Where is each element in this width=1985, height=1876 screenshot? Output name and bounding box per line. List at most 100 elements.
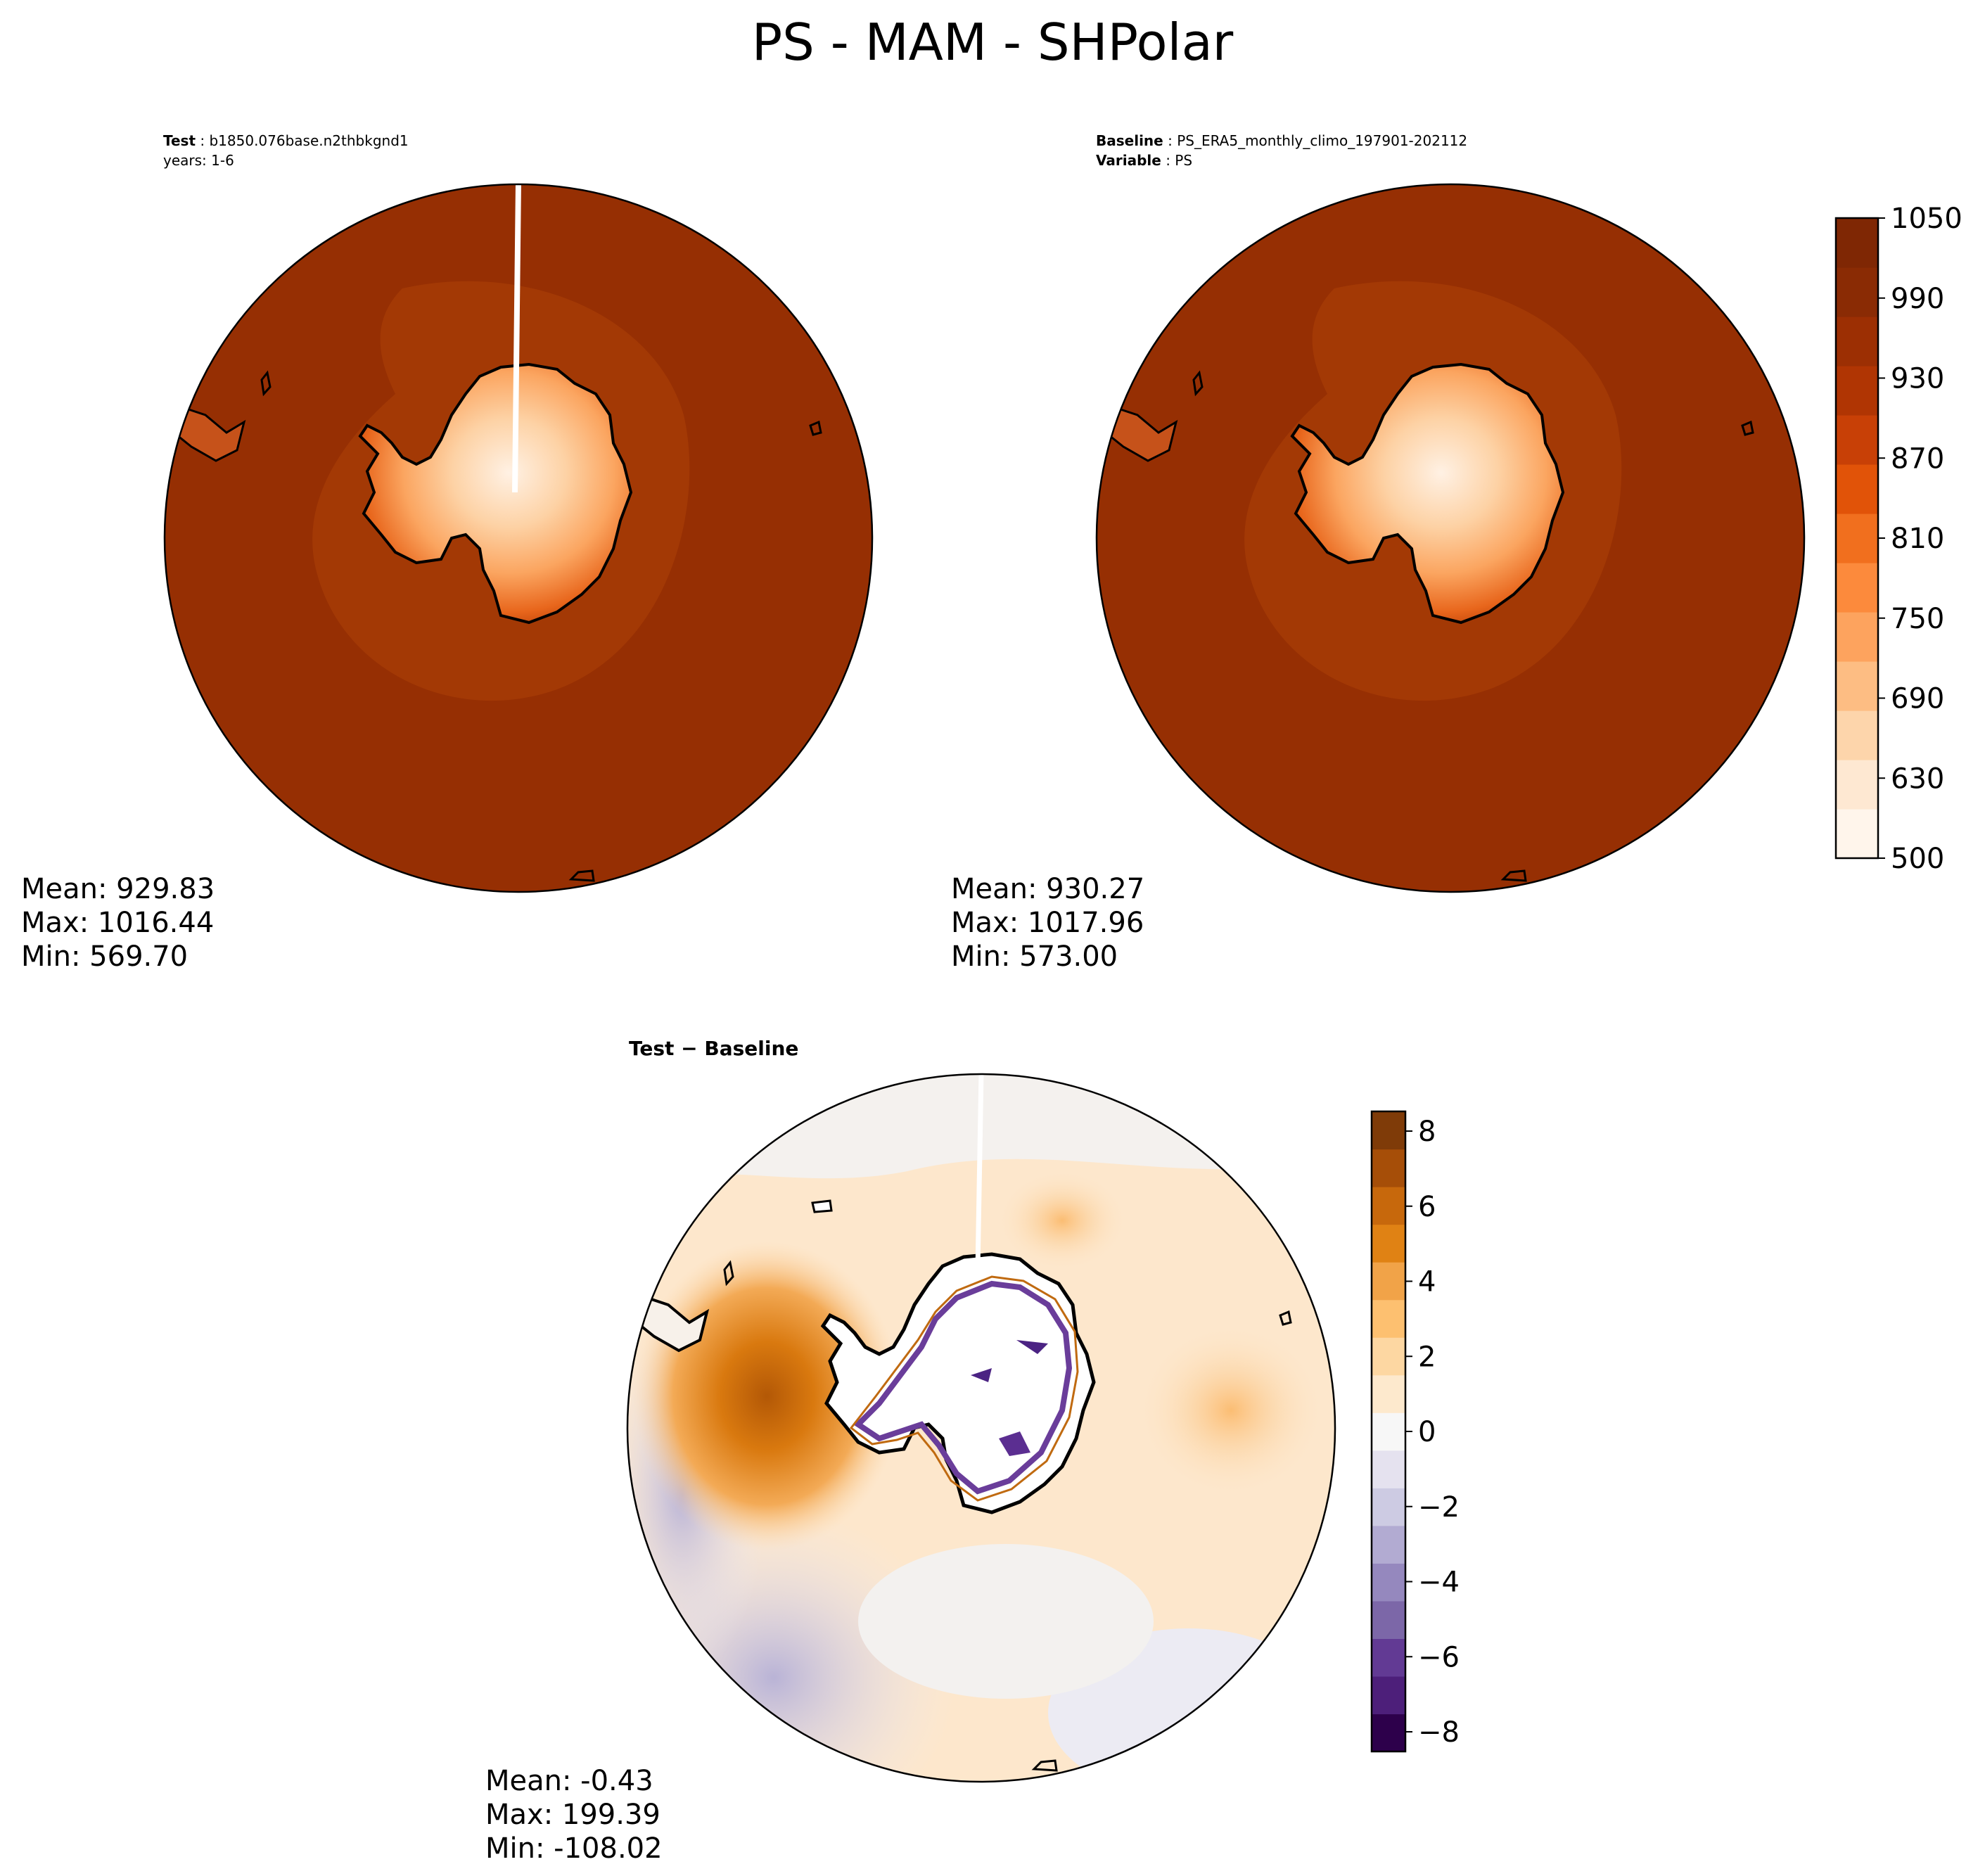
colorbar-band [1836,760,1878,810]
negative-anomaly-patch [971,1368,992,1382]
colorbar-band [1372,1299,1405,1338]
colorbar-tick-label: 8 [1418,1116,1436,1148]
diff-colorbar-bands [1372,1111,1405,1752]
colorbar-band [1836,612,1878,662]
colorbar-band [1372,1412,1405,1451]
diff-min: Min: -108.02 [485,1832,663,1865]
colorbar-band [1836,513,1878,563]
test-mean: Mean: 929.83 [21,873,215,905]
colorbar-tick-label: 870 [1891,442,1944,475]
colorbar-band [1836,415,1878,465]
variable-name: PS [1175,152,1193,169]
abs-colorbar-bands [1836,218,1878,859]
colorbar-tick-label: −8 [1418,1716,1460,1749]
colorbar-band [1372,1676,1405,1715]
abs-colorbar-ticks: 500 630 690 750 810 870 930 990 1050 [1878,204,1962,875]
negative-contour-band [853,1280,1073,1495]
baseline-map [1095,183,1806,893]
colorbar-band [1372,1374,1405,1413]
colorbar-tick-label: 990 [1891,283,1944,315]
diff-title-left: Test [629,1037,675,1060]
colorbar-band [1372,1262,1405,1301]
colorbar-band [1836,464,1878,514]
island-outline [1279,1310,1292,1326]
colorbar-band [1372,1600,1405,1640]
baseline-header: Baseline : PS_ERA5_monthly_climo_197901-… [1096,132,1468,169]
positive-anomaly [999,1171,1125,1270]
colorbar-band [1372,1525,1405,1564]
colorbar-band [1836,366,1878,416]
colorbar-band [1372,1111,1405,1150]
positive-contour-line [849,1275,1079,1502]
colorbar-band [1372,1714,1405,1752]
colorbar-band [1372,1450,1405,1488]
colorbar-band [1372,1187,1405,1225]
test-header: Test : b1850.076base.n2thbkgnd1 years: 1… [163,132,409,169]
test-max: Max: 1016.44 [21,907,215,939]
diff-colorbar: 8 6 4 2 0 −2 −4 −6 −8 [1370,1110,1460,1753]
island-outline [1741,420,1754,436]
antarctica-landmass [1290,362,1565,625]
baseline-stats: Mean: 930.27 Max: 1017.96 Min: 573.00 [951,872,1144,974]
colorbar-tick-label: 1050 [1891,204,1962,235]
missing-data-seam [512,184,521,493]
diff-max: Max: 199.39 [485,1799,660,1831]
diff-stats: Mean: -0.43 Max: 199.39 Min: -108.02 [485,1764,663,1865]
diff-map [626,1073,1336,1783]
colorbar-band [1836,710,1878,760]
abs-colorbar: 500 630 690 750 810 870 930 990 1050 [1834,204,1962,875]
map-boundary [1095,183,1806,893]
figure-title: PS - MAM - SHPolar [751,13,1234,72]
colorbar-tick-label: 750 [1891,603,1944,635]
diff-title: Test − Baseline [629,1037,798,1060]
map-boundary [163,183,874,893]
colorbar-band [1836,218,1878,268]
test-label: Test [163,132,196,149]
colorbar-tick-label: 0 [1418,1416,1436,1448]
diff-mean: Mean: -0.43 [485,1765,653,1797]
colorbar-band [1836,317,1878,366]
falkland-islands [260,370,272,397]
colorbar-tick-label: −2 [1418,1491,1460,1524]
colorbar-tick-label: 690 [1891,683,1944,715]
colorbar-tick-label: −4 [1418,1566,1460,1599]
falkland-islands [1192,370,1204,397]
island-outline [809,420,822,436]
colorbar-tick-label: 630 [1891,762,1944,795]
test-years: years: 1-6 [163,152,234,169]
colorbar-band [1836,267,1878,317]
colorbar-tick-label: 4 [1418,1266,1436,1298]
colorbar-tick-label: 930 [1891,363,1944,395]
map-boundary [626,1073,1336,1783]
variable-label: Variable [1096,152,1161,169]
antarctica-landmass [358,362,633,625]
baseline-max: Max: 1017.96 [951,907,1144,939]
baseline-case: PS_ERA5_monthly_climo_197901-202112 [1177,132,1468,149]
colorbar-tick-label: −6 [1418,1641,1460,1673]
colorbar-tick-label: 6 [1418,1191,1436,1223]
island-outline [811,1199,833,1213]
positive-anomaly [1140,1326,1322,1495]
colorbar-tick-label: 810 [1891,523,1944,555]
colorbar-band [1372,1337,1405,1376]
colorbar-band [1372,1224,1405,1263]
colorbar-tick-label: 2 [1418,1341,1436,1373]
baseline-label: Baseline [1096,132,1163,149]
colorbar-band [1372,1638,1405,1677]
missing-data-seam [975,1074,984,1270]
colorbar-tick-label: 500 [1891,843,1944,875]
near-zero-zone [858,1544,1154,1699]
island-outline [1031,1759,1058,1772]
colorbar-band [1372,1563,1405,1602]
baseline-mean: Mean: 930.27 [951,873,1145,905]
negative-anomaly-patch [1016,1340,1048,1354]
colorbar-band [1372,1149,1405,1187]
diff-title-right: Baseline [704,1037,799,1060]
colorbar-band [1836,661,1878,711]
colorbar-band [1836,809,1878,859]
colorbar-band [1836,563,1878,613]
diff-colorbar-ticks: 8 6 4 2 0 −2 −4 −6 −8 [1405,1116,1460,1749]
test-min: Min: 569.70 [21,940,189,973]
island-outline [1500,869,1527,882]
negative-anomaly-patch [999,1431,1030,1456]
